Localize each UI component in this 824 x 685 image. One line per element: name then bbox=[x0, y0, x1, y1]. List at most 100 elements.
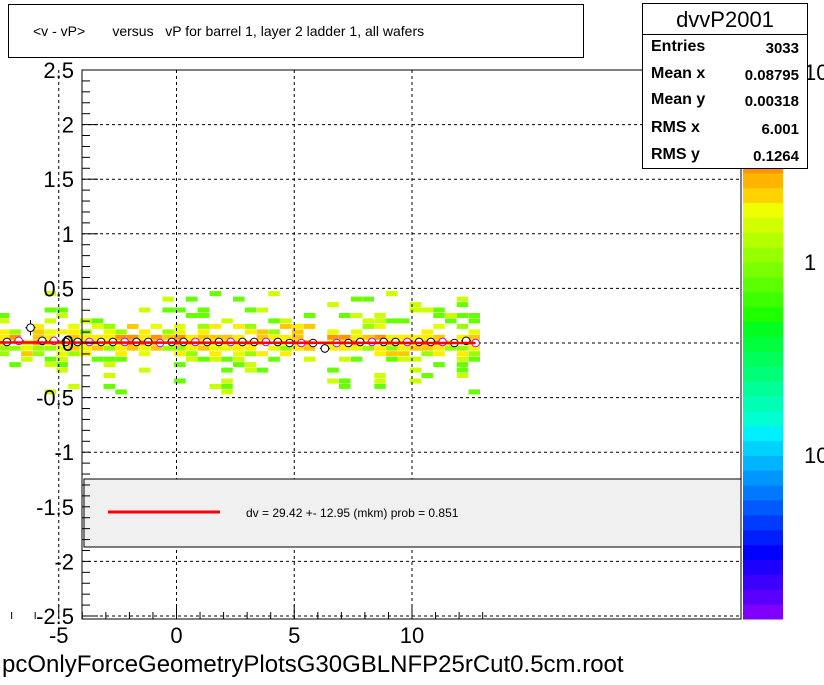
heatmap-cell bbox=[68, 383, 80, 389]
heatmap-cell bbox=[350, 329, 363, 335]
fit-legend-box: dv = 29.42 +- 12.95 (mkm) prob = 0.851 bbox=[83, 478, 742, 548]
heatmap-cell bbox=[233, 356, 245, 362]
heatmap-cell bbox=[221, 345, 233, 351]
heatmap-cell bbox=[32, 323, 45, 329]
stats-row-mean-x: Mean x 0.08795 bbox=[651, 65, 799, 91]
heatmap-cell bbox=[327, 329, 339, 335]
heatmap-cell bbox=[409, 356, 422, 362]
heatmap-cell bbox=[468, 345, 480, 351]
heatmap-cell bbox=[197, 313, 210, 318]
heatmap-cell bbox=[409, 334, 422, 340]
heatmap-cell bbox=[456, 296, 469, 302]
heatmap-cell bbox=[79, 345, 92, 351]
heatmap-cell bbox=[386, 318, 398, 324]
heatmap-cell bbox=[32, 345, 45, 351]
heatmap-cell bbox=[197, 334, 210, 340]
colorbar-swatch bbox=[743, 410, 783, 427]
heatmap-cell bbox=[362, 334, 374, 340]
colorbar-swatch bbox=[743, 262, 783, 278]
heatmap-cell bbox=[0, 313, 9, 318]
heatmap-cell bbox=[44, 389, 57, 395]
heatmap-cell bbox=[162, 307, 174, 313]
heatmap-cell bbox=[221, 334, 233, 340]
heatmap-cell bbox=[103, 373, 115, 378]
heatmap-cell bbox=[421, 345, 433, 351]
heatmap-cell bbox=[103, 383, 115, 389]
stats-key: Mean x bbox=[651, 65, 706, 82]
heatmap-cell bbox=[103, 345, 115, 351]
stats-value: 3033 bbox=[765, 40, 799, 57]
stats-row-mean-y: Mean y 0.00318 bbox=[651, 91, 799, 117]
heatmap-cell bbox=[374, 383, 386, 389]
heatmap-cell bbox=[115, 389, 127, 395]
y-tick-label: -0.5 bbox=[36, 386, 74, 411]
colorbar-label: 1 bbox=[804, 250, 816, 275]
heatmap-cell bbox=[127, 334, 139, 340]
footer-filename: pcOnlyForceGeometryPlotsG30GBLNFP25rCut0… bbox=[2, 651, 624, 678]
colorbar-label: 10 bbox=[804, 443, 824, 468]
heatmap-cell bbox=[150, 345, 163, 351]
heatmap-cell bbox=[56, 345, 68, 351]
stats-key: RMS y bbox=[651, 146, 700, 163]
heatmap-cell bbox=[374, 345, 386, 351]
colorbar-swatch bbox=[743, 291, 783, 308]
heatmap-cell bbox=[303, 356, 316, 362]
heatmap-cell bbox=[115, 356, 127, 362]
heatmap-cell bbox=[174, 329, 186, 335]
heatmap-cell bbox=[32, 334, 45, 340]
heatmap-cell bbox=[162, 329, 174, 335]
heatmap-cell bbox=[221, 389, 233, 395]
heatmap-cell bbox=[374, 313, 386, 318]
heatmap-cell bbox=[374, 351, 386, 357]
heatmap-cell bbox=[339, 334, 351, 340]
heatmap-cell bbox=[44, 356, 57, 362]
heatmap-cell bbox=[115, 334, 127, 340]
heatmap-cell bbox=[374, 318, 386, 324]
stats-row-entries: Entries 3033 bbox=[651, 38, 799, 64]
heatmap-cell bbox=[138, 345, 151, 351]
heatmap-cell bbox=[0, 318, 9, 324]
heatmap-cell bbox=[268, 291, 280, 297]
heatmap-cell bbox=[103, 329, 115, 335]
heatmap-cell bbox=[68, 345, 80, 351]
heatmap-cell bbox=[233, 362, 245, 368]
colorbar-swatch bbox=[743, 202, 783, 218]
heatmap-cell bbox=[327, 367, 339, 373]
heatmap-cell bbox=[280, 318, 292, 324]
colorbar-swatch bbox=[743, 336, 783, 352]
heatmap-cell bbox=[79, 334, 92, 340]
colorbar-swatch bbox=[743, 232, 783, 248]
heatmap-cell bbox=[421, 373, 433, 378]
heatmap-cell bbox=[468, 329, 480, 335]
heatmap-cell bbox=[185, 296, 198, 302]
colorbar-swatch bbox=[743, 425, 783, 442]
heatmap-cell bbox=[91, 323, 104, 329]
colorbar-swatch bbox=[743, 321, 783, 337]
heatmap-cell bbox=[327, 378, 339, 384]
heatmap-cell bbox=[44, 345, 57, 351]
heatmap-cell bbox=[468, 389, 480, 395]
heatmap-cell bbox=[397, 356, 410, 362]
heatmap-cell bbox=[209, 383, 221, 389]
heatmap-cell bbox=[244, 307, 257, 313]
colorbar-swatch bbox=[743, 381, 783, 397]
heatmap-cell bbox=[56, 313, 68, 318]
colorbar-swatch bbox=[743, 470, 783, 486]
heatmap-cell bbox=[374, 373, 386, 378]
heatmap-cell bbox=[138, 307, 151, 313]
x-tick-label: 10 bbox=[400, 623, 424, 648]
heatmap-cell bbox=[56, 367, 68, 373]
heatmap-cell bbox=[44, 362, 57, 368]
colorbar-swatch bbox=[743, 559, 783, 575]
heatmap-cell bbox=[350, 313, 363, 318]
stats-value: 0.08795 bbox=[744, 67, 799, 84]
colorbar-swatch bbox=[743, 276, 783, 293]
heatmap-cell bbox=[0, 334, 9, 340]
heatmap-cell bbox=[91, 318, 104, 324]
heatmap-cell bbox=[374, 378, 386, 384]
heatmap-cell bbox=[68, 334, 80, 340]
heatmap-cell bbox=[150, 334, 163, 340]
heatmap-cell bbox=[44, 334, 57, 340]
heatmap-cell bbox=[386, 351, 398, 357]
